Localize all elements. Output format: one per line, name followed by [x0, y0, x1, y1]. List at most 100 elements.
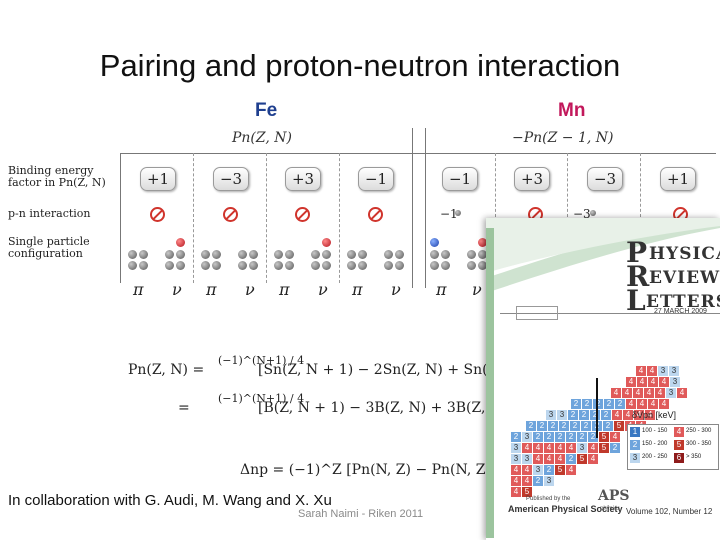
row-label-single-particle: Single particle configuration	[8, 235, 90, 260]
cover-chart-cell: 4	[522, 465, 532, 475]
cover-chart-cell: 4	[633, 388, 643, 398]
cover-chart-cell: 2	[537, 421, 547, 431]
cover-chart-cell: 4	[533, 454, 543, 464]
cover-chart-cell: 3	[669, 366, 679, 376]
cover-chart-cell: 3	[533, 465, 543, 475]
factor-pill: −1	[358, 167, 394, 191]
particle-dot	[165, 250, 174, 259]
table-header-line	[120, 153, 716, 154]
cover-chart-cell: 2	[581, 421, 591, 431]
particle-dot	[285, 261, 294, 270]
cover-chart-cell: 2	[533, 432, 543, 442]
pn-pair-icon	[590, 210, 596, 216]
cover-chart-cell: 5	[555, 465, 565, 475]
cover-chart-cell: 3	[670, 377, 680, 387]
row-label-binding: Binding energy factor in Pn(Z, N)	[8, 164, 106, 189]
factor-pill: +1	[140, 167, 176, 191]
particle-dot	[467, 261, 476, 270]
cover-chart-cell: 2	[555, 432, 565, 442]
slide-title: Pairing and proton-neutron interaction	[99, 48, 621, 83]
cover-chart-cell: 4	[636, 366, 646, 376]
particle-dot	[441, 261, 450, 270]
particle-dot	[467, 250, 476, 259]
row-label-pn: p-n interaction	[8, 207, 91, 220]
legend-item: 200 - 250	[642, 454, 668, 460]
cover-chart-cell: 2	[511, 432, 521, 442]
factor-pill: −3	[587, 167, 623, 191]
cover-chart-cell: 4	[522, 476, 532, 486]
cover-chart-cell: 2	[566, 454, 576, 464]
cover-chart-cell: 3	[658, 366, 668, 376]
particle-dot	[395, 261, 404, 270]
cover-chart-cell: 3	[522, 432, 532, 442]
legend-item: 100 - 150	[642, 428, 668, 434]
cover-chart-cell: 2	[544, 465, 554, 475]
cover-chart-cell: 4	[544, 454, 554, 464]
nu-label: ν	[391, 280, 401, 299]
table-left-edge	[120, 153, 121, 283]
footer: Sarah Naimi - Riken 2011	[298, 508, 424, 520]
column-header-right: −Pn(Z − 1, N)	[512, 130, 614, 146]
cover-chart-cell: 5	[599, 443, 609, 453]
cover-chart-cell: 2	[588, 432, 598, 442]
cover-chart-cell: 4	[644, 388, 654, 398]
cover-chart-cell: 4	[566, 443, 576, 453]
pi-label: π	[436, 280, 447, 299]
cover-axis-label: δVpn [keV]	[632, 410, 677, 420]
label-fe: Fe	[255, 100, 278, 121]
factor-pill: −3	[213, 167, 249, 191]
particle-dot	[176, 261, 185, 270]
cover-chart-cell: 3	[511, 454, 521, 464]
particle-dot	[238, 261, 247, 270]
cover-chart-cell: 5	[614, 421, 624, 431]
cover-date: 27 MARCH 2009	[654, 308, 707, 315]
grid-dashed-1	[193, 153, 194, 283]
legend-swatch: 5	[674, 440, 684, 450]
cover-chart-cell: 5	[577, 454, 587, 464]
cover-chart-cell: 2	[579, 410, 589, 420]
particle-dot	[212, 261, 221, 270]
legend-item: 300 - 350	[686, 441, 712, 447]
unpaired-neutron-dot	[176, 238, 185, 247]
particle-dot	[478, 261, 487, 270]
cover-chart-cell: 4	[511, 476, 521, 486]
particle-dot	[274, 250, 283, 259]
particle-dot	[165, 261, 174, 270]
particle-dot	[128, 261, 137, 270]
cover-cap-p: P	[626, 236, 649, 269]
pi-label: π	[352, 280, 363, 299]
cover-chart-cell: 4	[610, 432, 620, 442]
cover-chart-cell: 4	[555, 443, 565, 453]
nu-label: ν	[318, 280, 328, 299]
cover-title-1: HYSICAL	[649, 244, 720, 264]
aps-logo-sub: physics	[600, 506, 621, 512]
pi-label: π	[279, 280, 290, 299]
cover-volume: Volume 102, Number 12	[626, 507, 713, 516]
cover-publisher-2: American Physical Society	[508, 504, 623, 514]
cover-chart-cell: 2	[568, 410, 578, 420]
cover-chart-cell: 4	[611, 388, 621, 398]
cover-chart-cell: 5	[599, 432, 609, 442]
particle-dot	[358, 250, 367, 259]
pi-label: π	[206, 280, 217, 299]
cover-chart-cell: 3	[577, 443, 587, 453]
pn-pair-icon	[455, 210, 461, 216]
nu-label: ν	[472, 280, 482, 299]
particle-dot	[478, 250, 487, 259]
forbidden-icon	[150, 207, 165, 222]
particle-dot	[395, 250, 404, 259]
cover-chart-cell: 4	[648, 377, 658, 387]
cover-legend: 1 100 - 150 2 150 - 200 3 200 - 250 4 25…	[627, 424, 719, 470]
particle-dot	[176, 250, 185, 259]
cover-chart-cell: 2	[604, 399, 614, 409]
formula-1-rhs: [Sn(Z, N + 1) − 2Sn(Z, N) + Sn(Z, N	[258, 362, 519, 378]
cover-rule	[500, 313, 720, 314]
cover-chart-cell: 4	[588, 443, 598, 453]
forbidden-icon	[368, 207, 383, 222]
cover-chart-cell: 2	[577, 432, 587, 442]
factor-pill: −1	[442, 167, 478, 191]
cover-chart-cell: 4	[533, 443, 543, 453]
legend-swatch: 2	[630, 440, 640, 450]
particle-dot	[322, 250, 331, 259]
cover-chart-cell: 4	[659, 399, 669, 409]
